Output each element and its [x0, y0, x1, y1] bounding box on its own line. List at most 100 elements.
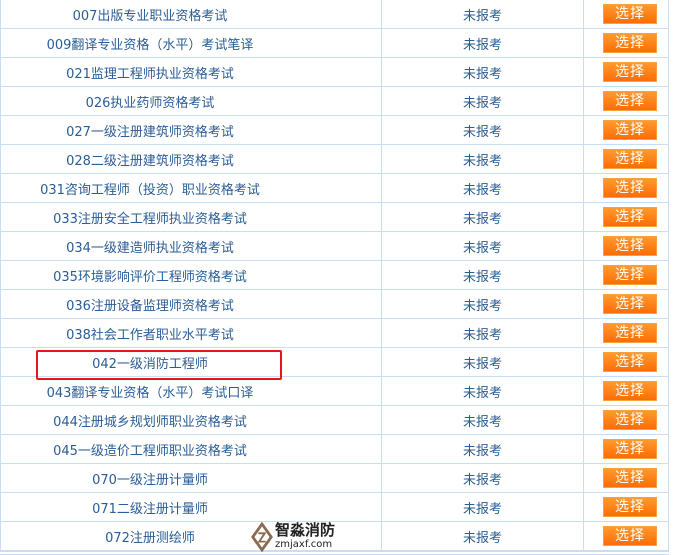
exam-status: 未报考 [381, 144, 584, 174]
select-button[interactable]: 选择 [603, 207, 657, 227]
action-cell: 选择 [583, 347, 669, 377]
exam-name: 038社会工作者职业水平考试 [0, 318, 382, 348]
exam-status: 未报考 [381, 289, 584, 319]
watermark-logo: 智淼消防 zmjaxf.com [250, 521, 370, 553]
exam-status: 未报考 [381, 231, 584, 261]
exam-status: 未报考 [381, 260, 584, 290]
action-cell: 选择 [583, 57, 669, 87]
action-cell: 选择 [583, 318, 669, 348]
select-button[interactable]: 选择 [603, 410, 657, 430]
exam-name: 035环境影响评价工程师资格考试 [0, 260, 382, 290]
exam-status: 未报考 [381, 173, 584, 203]
exam-status: 未报考 [381, 0, 584, 29]
exam-name: 028二级注册建筑师资格考试 [0, 144, 382, 174]
exam-name: 072注册测绘师 [0, 521, 382, 551]
select-button[interactable]: 选择 [603, 439, 657, 459]
exam-status: 未报考 [381, 57, 584, 87]
exam-name: 026执业药师资格考试 [0, 86, 382, 116]
select-button[interactable]: 选择 [603, 294, 657, 314]
table-row: 036注册设备监理师资格考试 未报考 选择 [0, 289, 669, 319]
watermark-name: 智淼消防 [275, 521, 336, 539]
action-cell: 选择 [583, 492, 669, 522]
select-button[interactable]: 选择 [603, 352, 657, 372]
table-row: 009翻译专业资格（水平）考试笔译 未报考 选择 [0, 28, 669, 58]
select-button[interactable]: 选择 [603, 468, 657, 488]
table-row: 027一级注册建筑师资格考试 未报考 选择 [0, 115, 669, 145]
action-cell: 选择 [583, 376, 669, 406]
action-cell: 选择 [583, 463, 669, 493]
exam-name: 034一级建造师执业资格考试 [0, 231, 382, 261]
action-cell: 选择 [583, 115, 669, 145]
table-row: 021监理工程师执业资格考试 未报考 选择 [0, 57, 669, 87]
select-button[interactable]: 选择 [603, 265, 657, 285]
exam-status: 未报考 [381, 28, 584, 58]
select-button[interactable]: 选择 [603, 33, 657, 53]
table-row: 070一级注册计量师 未报考 选择 [0, 463, 669, 493]
action-cell: 选择 [583, 202, 669, 232]
table-row: 044注册城乡规划师职业资格考试 未报考 选择 [0, 405, 669, 435]
exam-status: 未报考 [381, 521, 584, 551]
watermark-url: zmjaxf.com [275, 539, 333, 550]
action-cell: 选择 [583, 231, 669, 261]
select-button[interactable]: 选择 [603, 120, 657, 140]
exam-name: 043翻译专业资格（水平）考试口译 [0, 376, 382, 406]
table-row: 042一级消防工程师 未报考 选择 [0, 347, 669, 377]
exam-name: 027一级注册建筑师资格考试 [0, 115, 382, 145]
exam-status: 未报考 [381, 347, 584, 377]
highlight-box [36, 350, 282, 380]
table-row: 045一级造价工程师职业资格考试 未报考 选择 [0, 434, 669, 464]
action-cell: 选择 [583, 28, 669, 58]
table-row: 043翻译专业资格（水平）考试口译 未报考 选择 [0, 376, 669, 406]
exam-name: 071二级注册计量师 [0, 492, 382, 522]
action-cell: 选择 [583, 86, 669, 116]
exam-status: 未报考 [381, 115, 584, 145]
table-row: 071二级注册计量师 未报考 选择 [0, 492, 669, 522]
action-cell: 选择 [583, 289, 669, 319]
exam-name: 070一级注册计量师 [0, 463, 382, 493]
action-cell: 选择 [583, 144, 669, 174]
table-row: 038社会工作者职业水平考试 未报考 选择 [0, 318, 669, 348]
action-cell: 选择 [583, 260, 669, 290]
exam-status: 未报考 [381, 405, 584, 435]
select-button[interactable]: 选择 [603, 91, 657, 111]
exam-name: 021监理工程师执业资格考试 [0, 57, 382, 87]
exam-name: 007出版专业职业资格考试 [0, 0, 382, 29]
action-cell: 选择 [583, 0, 669, 29]
exam-name: 036注册设备监理师资格考试 [0, 289, 382, 319]
exam-name: 044注册城乡规划师职业资格考试 [0, 405, 382, 435]
action-cell: 选择 [583, 405, 669, 435]
logo-icon [251, 522, 273, 552]
exam-name: 033注册安全工程师执业资格考试 [0, 202, 382, 232]
exam-name: 031咨询工程师（投资）职业资格考试 [0, 173, 382, 203]
exam-status: 未报考 [381, 318, 584, 348]
table-row: 026执业药师资格考试 未报考 选择 [0, 86, 669, 116]
select-button[interactable]: 选择 [603, 236, 657, 256]
select-button[interactable]: 选择 [603, 62, 657, 82]
action-cell: 选择 [583, 521, 669, 551]
select-button[interactable]: 选择 [603, 4, 657, 24]
select-button[interactable]: 选择 [603, 497, 657, 517]
exam-status: 未报考 [381, 492, 584, 522]
table-row: 033注册安全工程师执业资格考试 未报考 选择 [0, 202, 669, 232]
action-cell: 选择 [583, 434, 669, 464]
select-button[interactable]: 选择 [603, 178, 657, 198]
select-button[interactable]: 选择 [603, 149, 657, 169]
table-row: 035环境影响评价工程师资格考试 未报考 选择 [0, 260, 669, 290]
select-button[interactable]: 选择 [603, 526, 657, 546]
table-row: 031咨询工程师（投资）职业资格考试 未报考 选择 [0, 173, 669, 203]
exam-status: 未报考 [381, 434, 584, 464]
select-button[interactable]: 选择 [603, 323, 657, 343]
exam-status: 未报考 [381, 463, 584, 493]
exam-status: 未报考 [381, 202, 584, 232]
exam-name: 042一级消防工程师 [0, 347, 382, 377]
table-row: 007出版专业职业资格考试 未报考 选择 [0, 0, 669, 29]
exam-status: 未报考 [381, 376, 584, 406]
table-row: 028二级注册建筑师资格考试 未报考 选择 [0, 144, 669, 174]
exam-name: 045一级造价工程师职业资格考试 [0, 434, 382, 464]
select-button[interactable]: 选择 [603, 381, 657, 401]
exam-name: 009翻译专业资格（水平）考试笔译 [0, 28, 382, 58]
table-row: 072注册测绘师 未报考 选择 [0, 521, 669, 551]
action-cell: 选择 [583, 173, 669, 203]
exam-status: 未报考 [381, 86, 584, 116]
